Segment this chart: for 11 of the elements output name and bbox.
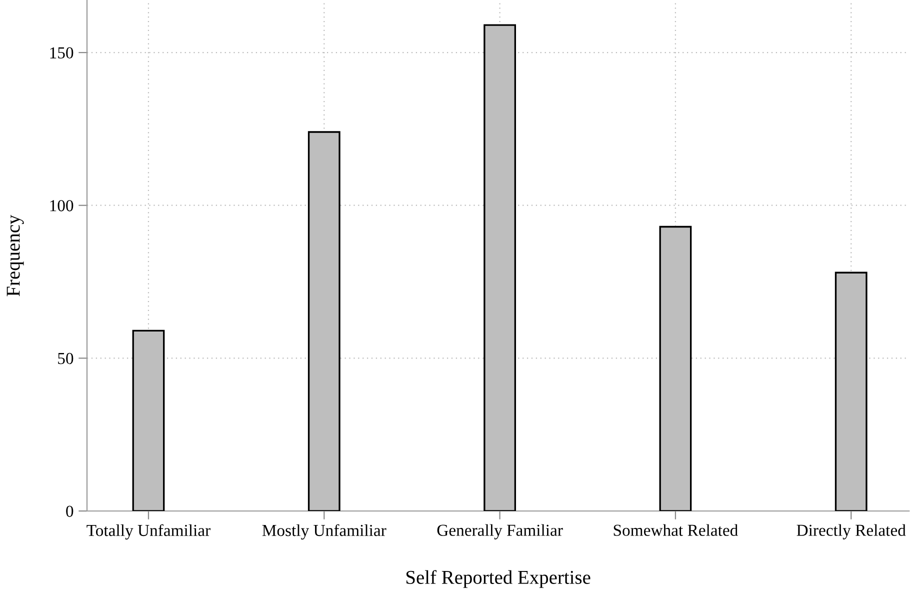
y-axis-title: Frequency xyxy=(6,214,24,296)
y-tick-label: 0 xyxy=(66,506,74,517)
x-tick-label: Totally Unfamiliar xyxy=(86,524,210,540)
y-tick-label: 150 xyxy=(50,47,74,58)
y-tick-label: 50 xyxy=(58,352,74,364)
x-tick-label: Mostly Unfamiliar xyxy=(262,524,386,540)
x-tick-label: Directly Related xyxy=(796,524,906,540)
x-tick-label: Somewhat Related xyxy=(614,524,738,536)
x-axis-title: Self Reported Expertise xyxy=(406,570,590,588)
y-tick-label: 100 xyxy=(50,200,74,212)
x-tick-label: Generally Familiar xyxy=(437,524,563,540)
